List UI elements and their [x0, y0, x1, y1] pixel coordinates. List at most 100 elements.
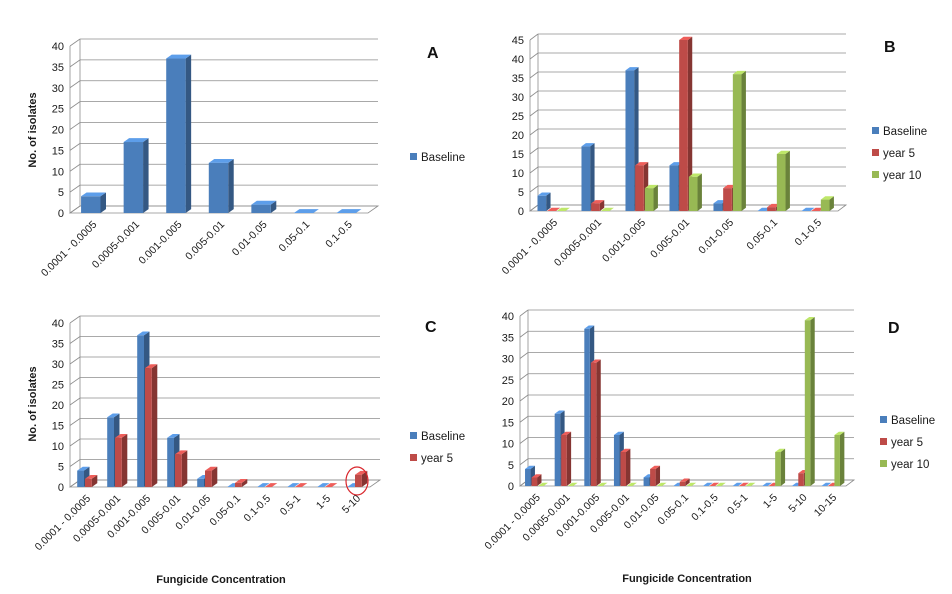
panel-b-bar-top	[581, 143, 595, 147]
panel-b: B 0 5 10 15 20 25 30 35 40 45 0.0001 - 0.00050.000…	[500, 33, 927, 277]
panel-b-bar-front	[776, 154, 786, 211]
panel-d-bar-top	[656, 482, 667, 486]
panel-d-bar-front	[679, 481, 686, 486]
panel-c-y-tick-label: 25	[52, 380, 64, 392]
panel-c-x-axis-label: Fungicide Concentration	[156, 574, 286, 586]
panel-b-legend-swatch	[872, 127, 879, 134]
panel-c-x-tick-label: 0.1-0.5	[242, 493, 274, 525]
panel-c-bar-top	[257, 483, 270, 487]
panel-b-grid-diag	[529, 128, 539, 136]
panel-a-bar-baseline-6	[336, 209, 362, 213]
panel-a-grid-diag	[69, 143, 81, 151]
panel-c-bar-baseline-7	[287, 483, 300, 487]
panel-a-label: A	[427, 45, 439, 62]
panel-d-label: D	[888, 320, 900, 337]
panel-b-bar-side	[546, 192, 551, 211]
panel-b-bar-front	[669, 165, 679, 211]
panel-a-bar-baseline-1	[123, 138, 149, 213]
panel-a-x-tick-label: 0.0001 - 0.0005	[39, 219, 100, 280]
panel-b-bar-front	[713, 203, 723, 211]
panel-d-bar-year-5-5	[679, 478, 690, 486]
panel-c-y-tick-label: 15	[52, 421, 64, 433]
panel-c-bar-top	[265, 483, 278, 487]
panel-a-x-tick-label: 0.001-0.005	[136, 219, 184, 267]
panel-b-bar-top	[776, 150, 790, 154]
panel-b-label: B	[884, 39, 896, 56]
panel-d-bar-year-10-0	[538, 482, 548, 486]
panel-b-bar-front	[723, 188, 732, 211]
panel-b-legend-swatch	[872, 171, 879, 178]
panel-d-y-tick-label: 40	[502, 311, 514, 323]
panel-c-legend-label: year 5	[421, 453, 453, 465]
panel-d-legend-item-baseline: Baseline	[880, 415, 935, 427]
panel-b-bar-side	[687, 36, 693, 212]
panel-d-bar-top	[531, 474, 542, 478]
panel-b-bar-side	[599, 200, 605, 211]
panel-a-y-tick-label: 5	[58, 187, 64, 199]
panel-d-legend-label: year 5	[891, 437, 923, 449]
panel-d-bar-top	[709, 482, 720, 486]
panel-c-y-tick-label: 30	[52, 359, 64, 371]
panel-d-bar-top	[567, 482, 578, 486]
panel-b-bar-top	[556, 207, 570, 211]
panel-b-bar-top	[644, 184, 658, 189]
panel-d-grid-diag	[519, 330, 529, 338]
panel-b-bar-front	[635, 165, 644, 211]
panel-b-y-tick-label: 35	[512, 73, 524, 85]
panel-a-bar-baseline-0	[81, 192, 107, 213]
panel-d-bar-top	[561, 431, 572, 435]
panel-c-y-tick-label: 35	[52, 339, 64, 351]
panel-d-y-tick-label: 0	[508, 481, 514, 493]
panel-c-bar-top	[317, 483, 330, 487]
panel-b-y-tick-label: 30	[512, 92, 524, 104]
panel-a-y-tick-label: 0	[58, 208, 64, 220]
panel-d-bar-top	[739, 482, 749, 486]
panel-b-bar-side	[697, 173, 702, 211]
panel-a-bar-baseline-2	[166, 54, 192, 214]
panel-b-bar-top	[591, 200, 605, 204]
panel-d-bar-baseline-8	[762, 482, 773, 486]
panel-b-bar-front	[820, 199, 830, 211]
panel-b-grid-diag	[529, 90, 539, 98]
panel-a-bar-top	[336, 209, 362, 213]
panel-b-bar-year-10-3	[688, 173, 702, 211]
panel-b-bar-year-10-6	[820, 196, 834, 211]
panel-c-bar-top	[137, 331, 150, 336]
panel-c-bar-top	[287, 483, 300, 487]
panel-d-x-tick-label: 5-10	[786, 492, 809, 515]
panel-b-bar-year-10-4	[732, 70, 746, 212]
panel-d-bar-top	[804, 316, 815, 321]
panel-a-grid-diag	[69, 101, 81, 109]
panel-c-bar-front	[355, 474, 362, 487]
panel-d-bar-front	[554, 413, 561, 486]
panel-b-bar-front	[767, 207, 776, 211]
panel-b-bar-front	[591, 203, 600, 211]
panel-d-grid-diag	[519, 352, 529, 359]
panel-b-legend-item-baseline: Baseline	[872, 126, 927, 138]
panel-c-grid-diag	[69, 459, 81, 467]
panel-d-bar-front	[643, 477, 650, 486]
panel-d-legend-item-year-10: year 10	[880, 459, 929, 471]
panel-c-x-tick-label: 1-5	[314, 493, 333, 512]
panel-a-grid-diag	[69, 59, 81, 68]
panel-c-bar-year-5-0	[85, 474, 98, 487]
panel-a-bar-baseline-4	[251, 200, 277, 213]
panel-b-x-tick-label: 0.05-0.1	[744, 217, 780, 253]
panel-d-legend-swatch	[880, 416, 887, 423]
panel-d-grid-diag	[519, 458, 529, 466]
panel-d-bar-year-10-6	[715, 482, 726, 486]
panel-a-bar-top	[123, 138, 149, 143]
panel-b-bar-front	[679, 40, 688, 211]
panel-c-bar-top	[355, 470, 368, 475]
panel-d-bar-top	[525, 465, 535, 469]
panel-b-bar-top	[537, 192, 551, 196]
panel-c-bar-top	[85, 474, 98, 479]
panel-b-bar-front	[732, 74, 742, 211]
panel-b-bar-side	[590, 143, 595, 211]
panel-d-y-tick-label: 5	[508, 460, 514, 472]
panel-d-bar-front	[775, 452, 781, 486]
panel-c-bar-front	[77, 470, 84, 487]
panel-b-bar-side	[829, 196, 834, 211]
